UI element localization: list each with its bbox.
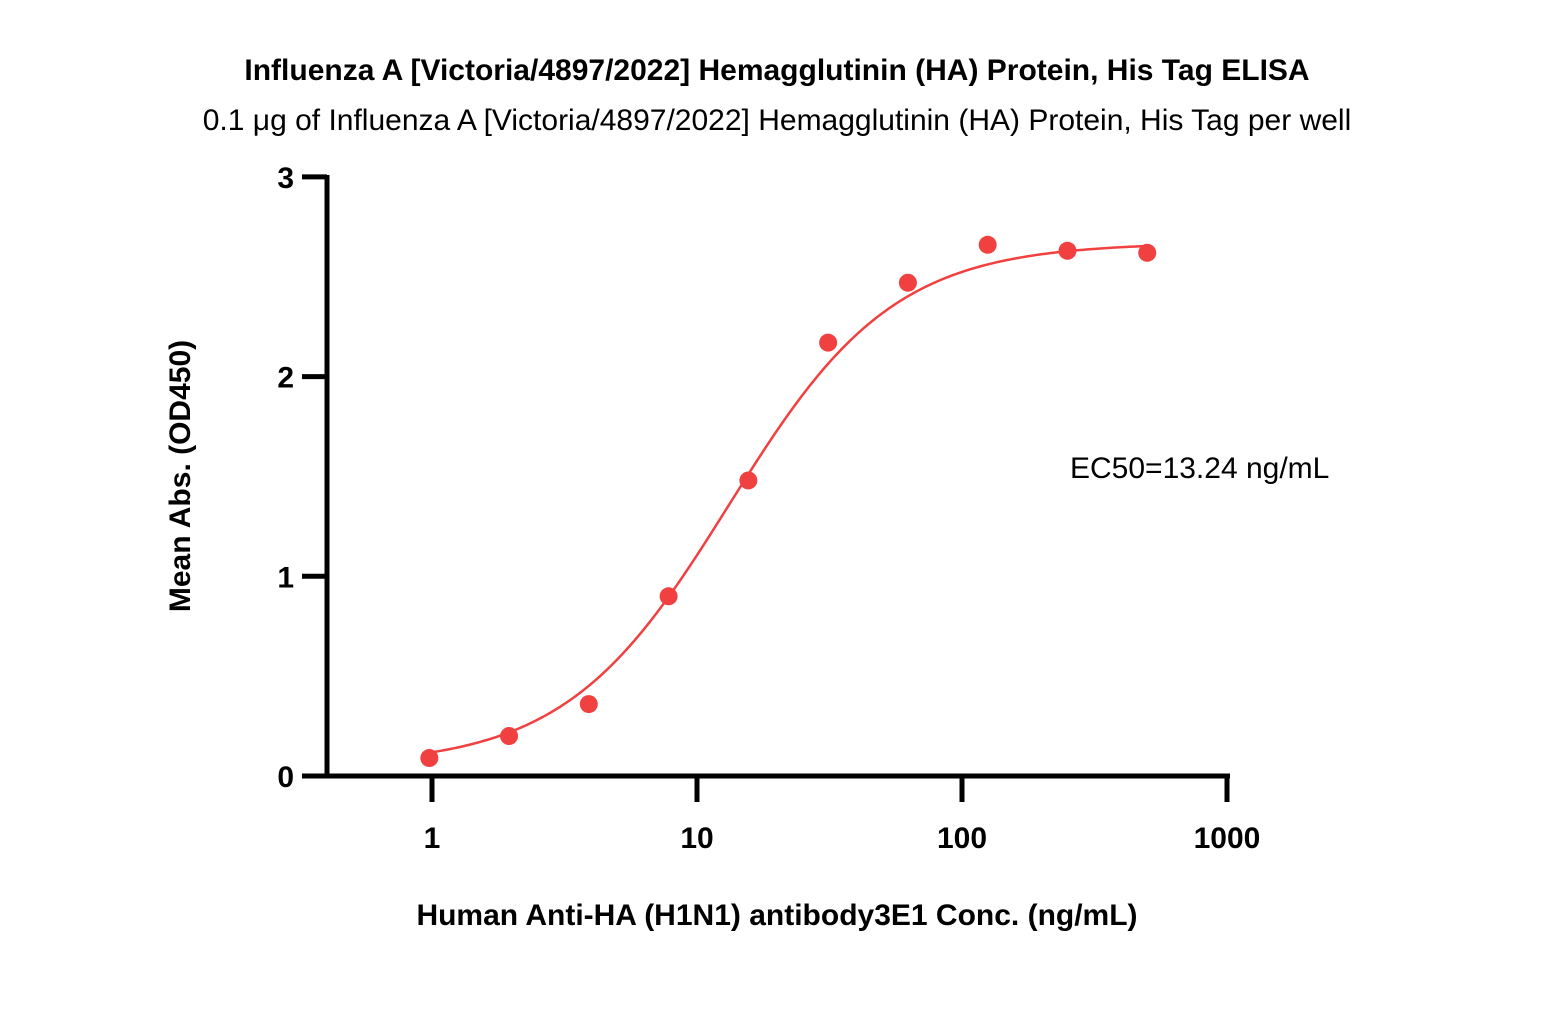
x-axis-title: Human Anti-HA (H1N1) antibody3E1 Conc. (… xyxy=(416,899,1137,932)
y-ticks: 0 1 2 3 xyxy=(277,162,327,794)
x-tick-label: 1 xyxy=(424,822,441,855)
fit-curve xyxy=(429,244,1148,754)
y-tick-label: 0 xyxy=(277,761,294,794)
y-tick-label: 3 xyxy=(277,162,294,195)
y-tick-label: 1 xyxy=(277,561,294,594)
y-tick-label: 2 xyxy=(277,362,294,395)
data-point xyxy=(579,695,598,714)
x-ticks: 1 10 100 1000 xyxy=(424,776,1261,855)
data-point xyxy=(500,727,519,746)
data-point xyxy=(739,471,758,490)
data-point xyxy=(420,749,439,768)
axes xyxy=(324,175,1230,779)
ec50-annotation: EC50=13.24 ng/mL xyxy=(1070,452,1329,485)
chart-title: Influenza A [Victoria/4897/2022] Hemaggl… xyxy=(244,54,1309,87)
chart-subtitle: 0.1 μg of Influenza A [Victoria/4897/202… xyxy=(203,104,1352,137)
x-tick-label: 100 xyxy=(937,822,987,855)
data-point xyxy=(819,333,838,352)
data-point xyxy=(898,273,917,292)
data-point xyxy=(659,587,678,606)
data-point xyxy=(1138,243,1157,262)
data-point xyxy=(1058,241,1077,260)
x-tick-label: 1000 xyxy=(1194,822,1261,855)
x-tick-label: 10 xyxy=(680,822,713,855)
y-axis-title: Mean Abs. (OD450) xyxy=(164,340,197,612)
data-points xyxy=(420,235,1157,768)
data-point xyxy=(978,235,997,254)
